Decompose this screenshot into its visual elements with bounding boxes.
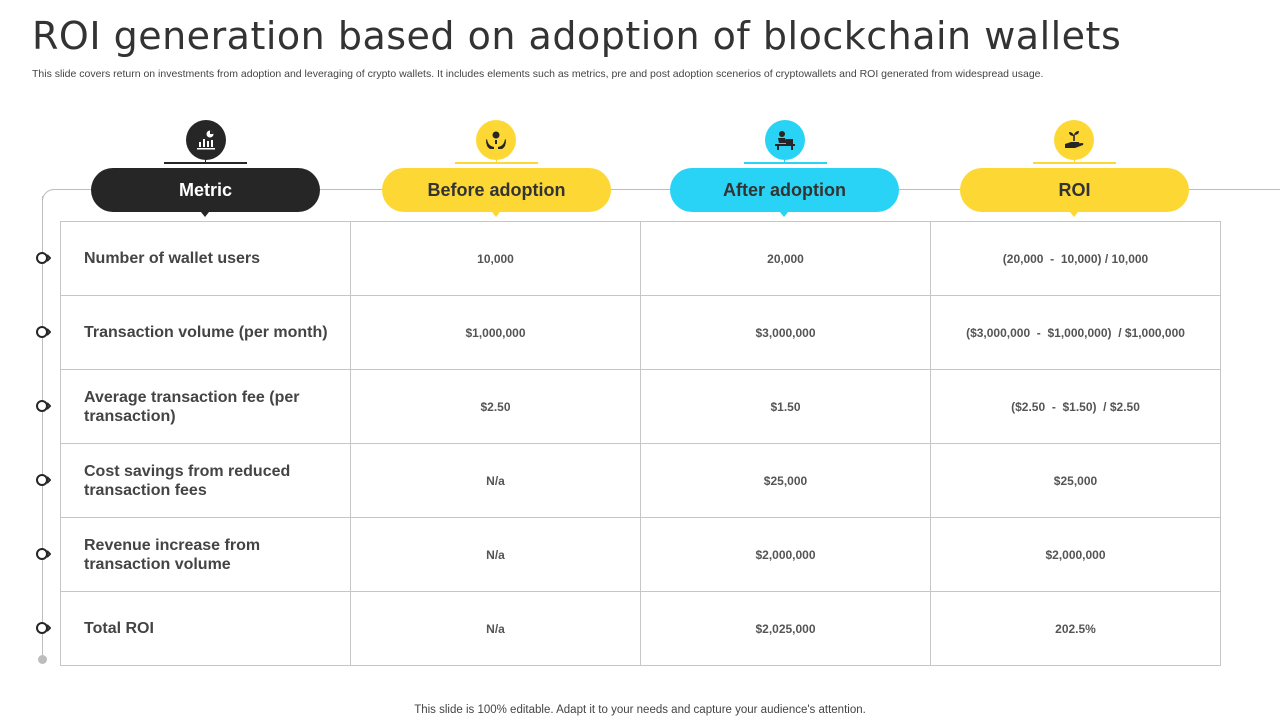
table-row: Number of wallet users 10,000 20,000 (20… [60,221,1221,296]
roi-icon-underline [1033,162,1116,164]
before-cell: $2.50 [350,369,641,444]
timeline-horizontal-line [52,189,1280,190]
after-pill-arrow [780,212,788,217]
header-after-pill: After adoption [670,168,899,212]
after-cell: $1.50 [640,369,931,444]
table-row: Average transaction fee (per transaction… [60,369,1221,444]
roi-pill-arrow [1070,212,1078,217]
table-row: Cost savings from reduced transaction fe… [60,443,1221,518]
before-cell: N/a [350,591,641,666]
hands-money-icon [476,120,516,160]
after-cell: $2,000,000 [640,517,931,592]
metric-cell: Cost savings from reduced transaction fe… [60,443,351,518]
metric-cell: Total ROI [60,591,351,666]
timeline-corner [42,189,54,201]
roi-cell: ($3,000,000 - $1,000,000) / $1,000,000 [930,295,1221,370]
roi-table: Number of wallet users 10,000 20,000 (20… [60,221,1221,666]
metric-cell: Revenue increase from transaction volume [60,517,351,592]
before-cell: N/a [350,517,641,592]
row-marker-icon [36,474,51,486]
table-row: Total ROI N/a $2,025,000 202.5% [60,591,1221,666]
page-subtitle: This slide covers return on investments … [32,68,1044,80]
header-metric-pill: Metric [91,168,320,212]
after-cell: $3,000,000 [640,295,931,370]
timeline-end-dot [38,655,47,664]
metric-icon-underline [164,162,247,164]
header-after-label: After adoption [723,179,846,200]
before-cell: $1,000,000 [350,295,641,370]
page-title: ROI generation based on adoption of bloc… [32,14,1122,58]
header-roi-label: ROI [1058,179,1091,200]
page-footer: This slide is 100% editable. Adapt it to… [414,704,866,716]
before-cell: 10,000 [350,221,641,296]
after-icon-underline [744,162,827,164]
header-metric-label: Metric [178,179,232,200]
before-icon-underline [455,162,538,164]
chart-presentation-icon [186,120,226,160]
roi-cell: $2,000,000 [930,517,1221,592]
person-at-desk-icon [765,120,805,160]
roi-cell: 202.5% [930,591,1221,666]
row-marker-icon [36,326,51,338]
metric-cell: Average transaction fee (per transaction… [60,369,351,444]
metric-pill-arrow [201,212,209,217]
row-marker-icon [36,252,51,264]
table-row: Revenue increase from transaction volume… [60,517,1221,592]
table-row: Transaction volume (per month) $1,000,00… [60,295,1221,370]
roi-cell: ($2.50 - $1.50) / $2.50 [930,369,1221,444]
timeline-vertical-line [42,196,43,658]
row-marker-icon [36,622,51,634]
hand-plant-icon [1054,120,1094,160]
after-cell: $25,000 [640,443,931,518]
header-roi-pill: ROI [960,168,1189,212]
before-cell: N/a [350,443,641,518]
header-before-label: Before adoption [427,179,566,200]
metric-cell: Number of wallet users [60,221,351,296]
header-before-pill: Before adoption [382,168,611,212]
roi-cell: $25,000 [930,443,1221,518]
after-cell: $2,025,000 [640,591,931,666]
roi-cell: (20,000 - 10,000) / 10,000 [930,221,1221,296]
metric-cell: Transaction volume (per month) [60,295,351,370]
before-pill-arrow [492,212,500,217]
row-marker-icon [36,548,51,560]
row-marker-icon [36,400,51,412]
after-cell: 20,000 [640,221,931,296]
